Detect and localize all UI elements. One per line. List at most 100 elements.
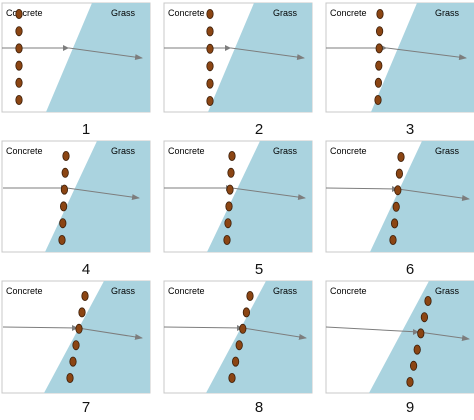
wheel [206, 26, 214, 37]
grass-label: Grass [435, 146, 460, 156]
concrete-label: Concrete [168, 8, 205, 18]
grass-region [206, 281, 312, 393]
grass-region [207, 141, 312, 252]
wheel [389, 234, 397, 245]
wheel [72, 340, 80, 351]
concrete-label: Concrete [330, 8, 367, 18]
wheel [59, 218, 67, 229]
wheel [61, 167, 69, 178]
wheel [60, 184, 69, 195]
wheel [395, 168, 403, 179]
ray-boundary-arrowhead [72, 325, 78, 331]
wheel [242, 307, 250, 318]
grass-label: Grass [273, 146, 298, 156]
wheel [239, 323, 247, 334]
wheel [78, 307, 86, 318]
wheel [62, 150, 70, 161]
grass-label: Grass [435, 8, 460, 18]
wheel [374, 95, 382, 106]
grass-label: Grass [273, 286, 298, 296]
wheel [15, 77, 23, 88]
panel-number: 1 [82, 121, 90, 138]
wheel [409, 360, 418, 371]
wheel [15, 8, 23, 19]
wheel [375, 60, 383, 71]
wheel [397, 151, 405, 162]
grass-label: Grass [273, 8, 298, 18]
panel-8: Concrete Grass [163, 280, 313, 394]
panel-number: 6 [406, 261, 414, 278]
wheel [15, 43, 23, 54]
panel-6: Concrete Grass [325, 140, 474, 253]
panel-3: Concrete Grass [325, 2, 474, 113]
grass-label: Grass [111, 8, 136, 18]
wheel [226, 184, 234, 195]
panel-4: Concrete Grass [1, 140, 151, 253]
panel-9: Concrete Grass [325, 280, 474, 394]
wheel [224, 218, 232, 229]
wheel [228, 372, 236, 383]
concrete-label: Concrete [6, 8, 43, 18]
panel-2: Concrete Grass [163, 2, 313, 113]
wheel [225, 201, 233, 212]
wheel [206, 78, 214, 89]
panel-number: 2 [255, 121, 263, 138]
wheel [394, 185, 402, 196]
wheel [59, 201, 68, 212]
wheel [206, 96, 214, 107]
concrete-label: Concrete [168, 146, 205, 156]
ray-boundary-arrowhead [63, 45, 69, 51]
wheel [206, 61, 214, 72]
wheel [375, 43, 383, 54]
grass-region [46, 3, 150, 112]
wheel [417, 328, 425, 339]
wheel [81, 290, 89, 301]
concrete-label: Concrete [330, 146, 367, 156]
wheel [424, 295, 432, 306]
grass-region [45, 141, 150, 252]
grass-region [371, 3, 474, 112]
panel-number: 5 [255, 261, 263, 278]
wheel [413, 344, 421, 355]
wheel [206, 8, 214, 19]
panel-7: Concrete Grass [1, 280, 151, 394]
panel-1: Concrete Grass [1, 2, 151, 113]
concrete-label: Concrete [168, 286, 205, 296]
wheel [15, 60, 23, 71]
wheel [15, 95, 23, 106]
panel-number: 9 [406, 399, 414, 416]
panel-number: 4 [82, 261, 90, 278]
wheel [376, 8, 384, 19]
panel-5: Concrete Grass [163, 140, 313, 253]
wheel [246, 290, 254, 301]
concrete-label: Concrete [6, 286, 43, 296]
panel-number: 7 [82, 399, 90, 416]
panel-number: 3 [406, 121, 414, 138]
wheel [228, 150, 236, 161]
panel-number: 8 [255, 399, 263, 416]
wheel [232, 356, 240, 367]
wheel [15, 26, 23, 37]
concrete-label: Concrete [6, 146, 43, 156]
wheel [66, 372, 74, 383]
wheel [390, 218, 399, 229]
wheel [75, 323, 83, 334]
wheel [392, 201, 400, 212]
wheel [206, 43, 214, 54]
wheel [235, 340, 243, 351]
wheel [374, 77, 382, 88]
wheel [420, 312, 428, 323]
concrete-label: Concrete [330, 286, 367, 296]
grass-label: Grass [435, 286, 460, 296]
grass-label: Grass [111, 286, 136, 296]
ray-boundary-arrowhead [413, 329, 419, 335]
grass-label: Grass [111, 146, 136, 156]
wheel [58, 234, 66, 245]
wheel [375, 26, 384, 37]
wheel [223, 234, 231, 245]
ray-boundary-arrowhead [225, 45, 231, 51]
grass-region [208, 3, 312, 112]
wheel [406, 376, 414, 387]
wheel [227, 167, 235, 178]
